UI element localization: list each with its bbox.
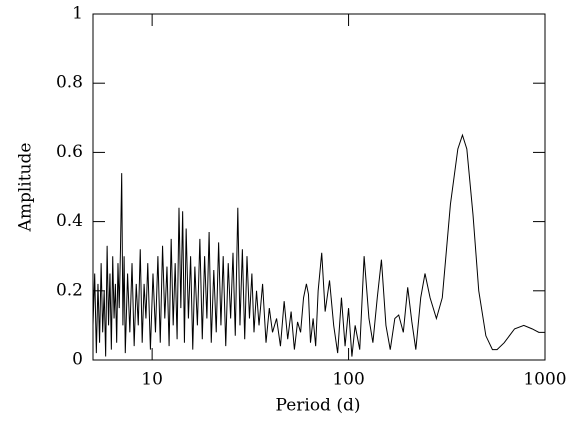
x-tick-label: 10 — [141, 370, 163, 390]
y-tick-label: 0.2 — [56, 280, 83, 300]
y-tick-label: 0 — [72, 350, 83, 370]
y-tick-label: 0.8 — [56, 73, 83, 93]
x-tick-label: 1000 — [523, 370, 566, 390]
y-tick-label: 0.6 — [56, 142, 83, 162]
x-axis-label: Period (d) — [276, 396, 361, 416]
x-tick-label: 100 — [332, 370, 364, 390]
data-line — [92, 133, 545, 357]
y-tick-label: 1 — [72, 4, 83, 24]
y-tick-label: 0.4 — [56, 211, 83, 231]
plot-frame — [92, 13, 546, 361]
y-axis-label: Amplitude — [16, 143, 36, 233]
